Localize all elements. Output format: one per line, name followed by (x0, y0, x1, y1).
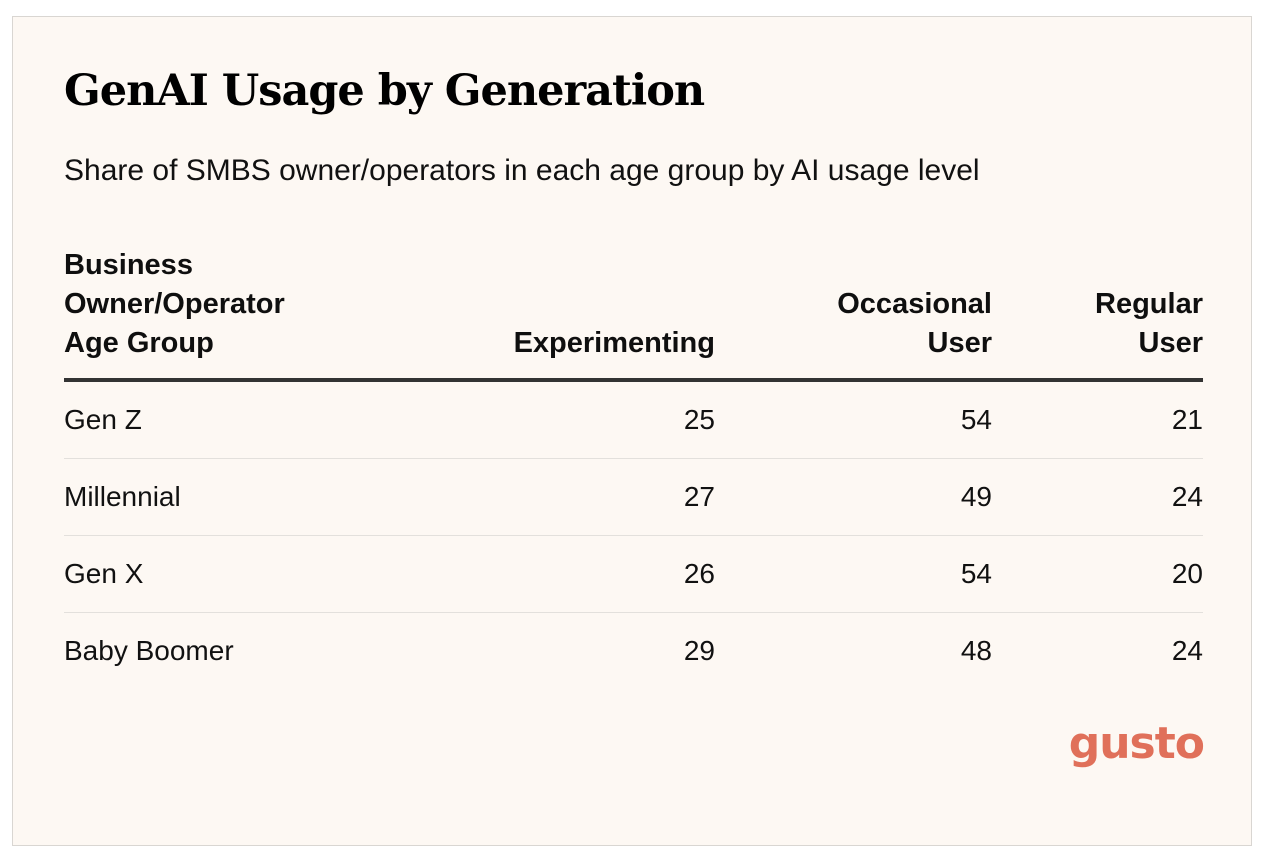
occasional-user-value: 54 (960, 404, 992, 435)
chart-subtitle: Share of SMBS owner/operators in each ag… (64, 154, 980, 187)
row-label: Millennial (64, 481, 181, 512)
regular-user-value: 24 (1171, 481, 1203, 512)
table-row: Baby Boomer 29 48 24 (64, 613, 1203, 690)
experimenting-value: 27 (683, 481, 715, 512)
gusto-logo: gusto (1068, 718, 1205, 769)
column-header-line: Owner/Operator (64, 288, 285, 320)
column-header-regular-user: Regular User (1095, 285, 1203, 363)
column-header-occasional-user: Occasional User (837, 285, 992, 363)
row-label: Gen Z (64, 404, 142, 435)
header-rule (64, 378, 1203, 382)
table-row: Millennial 27 49 24 (64, 459, 1203, 536)
regular-user-value: 24 (1171, 635, 1203, 666)
column-header-line: Occasional (837, 288, 992, 320)
column-header-line: Experimenting (513, 327, 715, 359)
table-row: Gen Z 25 54 21 (64, 382, 1203, 459)
column-header-line: User (927, 327, 993, 359)
column-header-line: Business (64, 249, 193, 281)
column-header-line: User (1138, 327, 1204, 359)
row-label: Gen X (64, 558, 144, 589)
regular-user-value: 21 (1171, 404, 1203, 435)
column-header-line: Regular (1095, 288, 1203, 320)
chart-title: GenAI Usage by Generation (64, 66, 705, 116)
row-label: Baby Boomer (64, 635, 234, 666)
occasional-user-value: 48 (960, 635, 992, 666)
experimenting-value: 25 (683, 404, 715, 435)
experimenting-value: 29 (683, 635, 715, 666)
column-header-experimenting: Experimenting (514, 324, 715, 363)
column-header-age-group: Business Owner/Operator Age Group (64, 246, 285, 363)
experimenting-value: 26 (683, 558, 715, 589)
occasional-user-value: 54 (960, 558, 992, 589)
table-row: Gen X 26 54 20 (64, 536, 1203, 613)
chart-card (12, 16, 1252, 846)
column-header-line: Age Group (64, 327, 214, 359)
regular-user-value: 20 (1171, 558, 1203, 589)
occasional-user-value: 49 (960, 481, 992, 512)
